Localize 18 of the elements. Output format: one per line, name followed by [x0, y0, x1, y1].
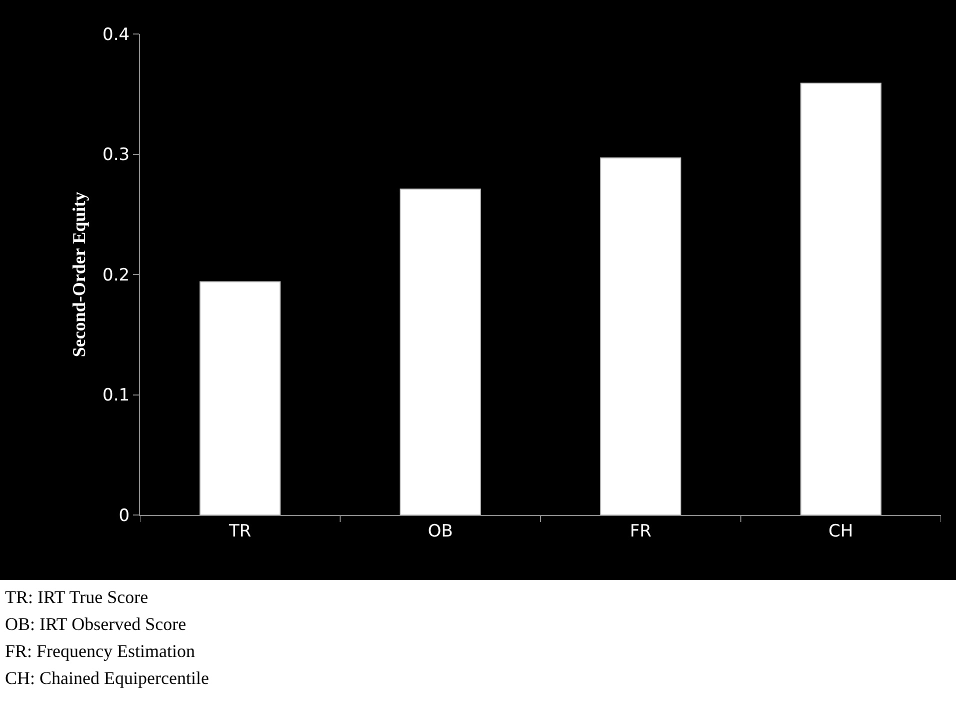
- bar: [400, 188, 481, 515]
- y-tick-label: 0.1: [102, 386, 130, 406]
- text: OB: IRT Observed Score: [5, 614, 186, 634]
- y-tick-label: 0: [118, 506, 130, 526]
- y-tick-label: 0.3: [102, 145, 130, 166]
- text: FR: Frequency Estimation: [5, 641, 195, 661]
- y-tick-label: 0.4: [102, 24, 130, 45]
- x-tick-label: CH: [828, 521, 854, 542]
- bar: [800, 82, 882, 515]
- x-tick-label: FR: [630, 521, 652, 542]
- y-axis-title: Second-Order Equity: [68, 192, 89, 358]
- bar: [600, 157, 682, 515]
- x-tick-label: OB: [428, 521, 453, 542]
- text: TR: IRT True Score: [5, 587, 148, 607]
- x-tick-label: TR: [228, 521, 252, 542]
- text: CH: Chained Equipercentile: [5, 668, 209, 688]
- y-tick-label: 0.2: [102, 265, 130, 286]
- bar: [200, 281, 281, 515]
